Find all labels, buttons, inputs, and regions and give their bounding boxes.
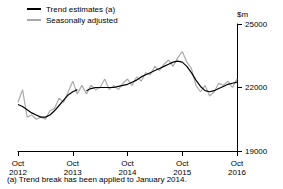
svg-text:2015: 2015 [173, 168, 192, 177]
svg-text:Trend estimates (a): Trend estimates (a) [46, 5, 115, 14]
svg-text:Oct: Oct [231, 159, 244, 168]
svg-text:$m: $m [237, 10, 248, 19]
svg-text:22000: 22000 [245, 83, 268, 92]
svg-text:Oct: Oct [121, 159, 134, 168]
svg-text:Oct: Oct [176, 159, 189, 168]
svg-text:2013: 2013 [63, 168, 82, 177]
svg-text:Seasonally adjusted: Seasonally adjusted [46, 16, 118, 25]
svg-text:2016: 2016 [228, 168, 246, 177]
svg-text:Oct: Oct [67, 159, 80, 168]
svg-text:2014: 2014 [118, 168, 137, 177]
svg-text:19000: 19000 [245, 147, 268, 156]
svg-text:25000: 25000 [245, 20, 268, 29]
svg-text:Oct: Oct [12, 159, 25, 168]
svg-text:2012: 2012 [9, 168, 27, 177]
svg-text:(a) Trend break has been appli: (a) Trend break has been applied to Janu… [7, 175, 187, 184]
